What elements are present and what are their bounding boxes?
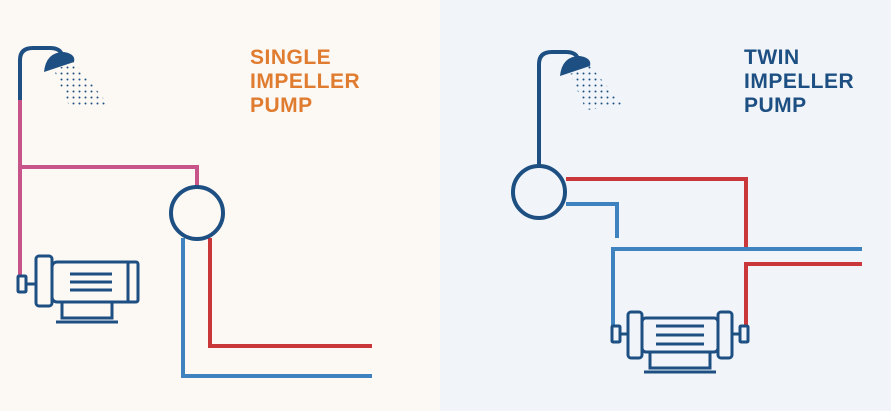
cold-inlet-pipe-right xyxy=(611,247,862,330)
cold-outlet-pipe xyxy=(566,202,619,238)
hot-inlet-pipe xyxy=(208,238,372,348)
mixed-supply-pipe xyxy=(18,100,199,187)
hot-inlet-pipe-right xyxy=(744,262,862,330)
motor-icon-right xyxy=(610,310,750,374)
title-line: IMPELLER xyxy=(744,70,855,93)
title-line: IMPELLER xyxy=(250,70,361,93)
right-pipework xyxy=(566,177,862,330)
title-line: PUMP xyxy=(250,94,313,117)
title-line: TWIN xyxy=(744,46,800,69)
left-pipework xyxy=(18,100,372,378)
cold-inlet-pipe xyxy=(181,238,372,378)
shower-icon xyxy=(18,46,108,108)
hot-outlet-pipe xyxy=(566,177,748,249)
title-line: SINGLE xyxy=(250,46,332,69)
shower-icon-right xyxy=(537,50,624,166)
title-line: PUMP xyxy=(744,94,807,117)
pump-icon-right xyxy=(511,164,567,220)
pump-icon xyxy=(169,185,225,241)
single-impeller-title: SINGLE IMPELLER PUMP xyxy=(250,46,360,118)
twin-impeller-title: TWIN IMPELLER PUMP xyxy=(744,46,854,118)
motor-icon xyxy=(16,254,140,324)
